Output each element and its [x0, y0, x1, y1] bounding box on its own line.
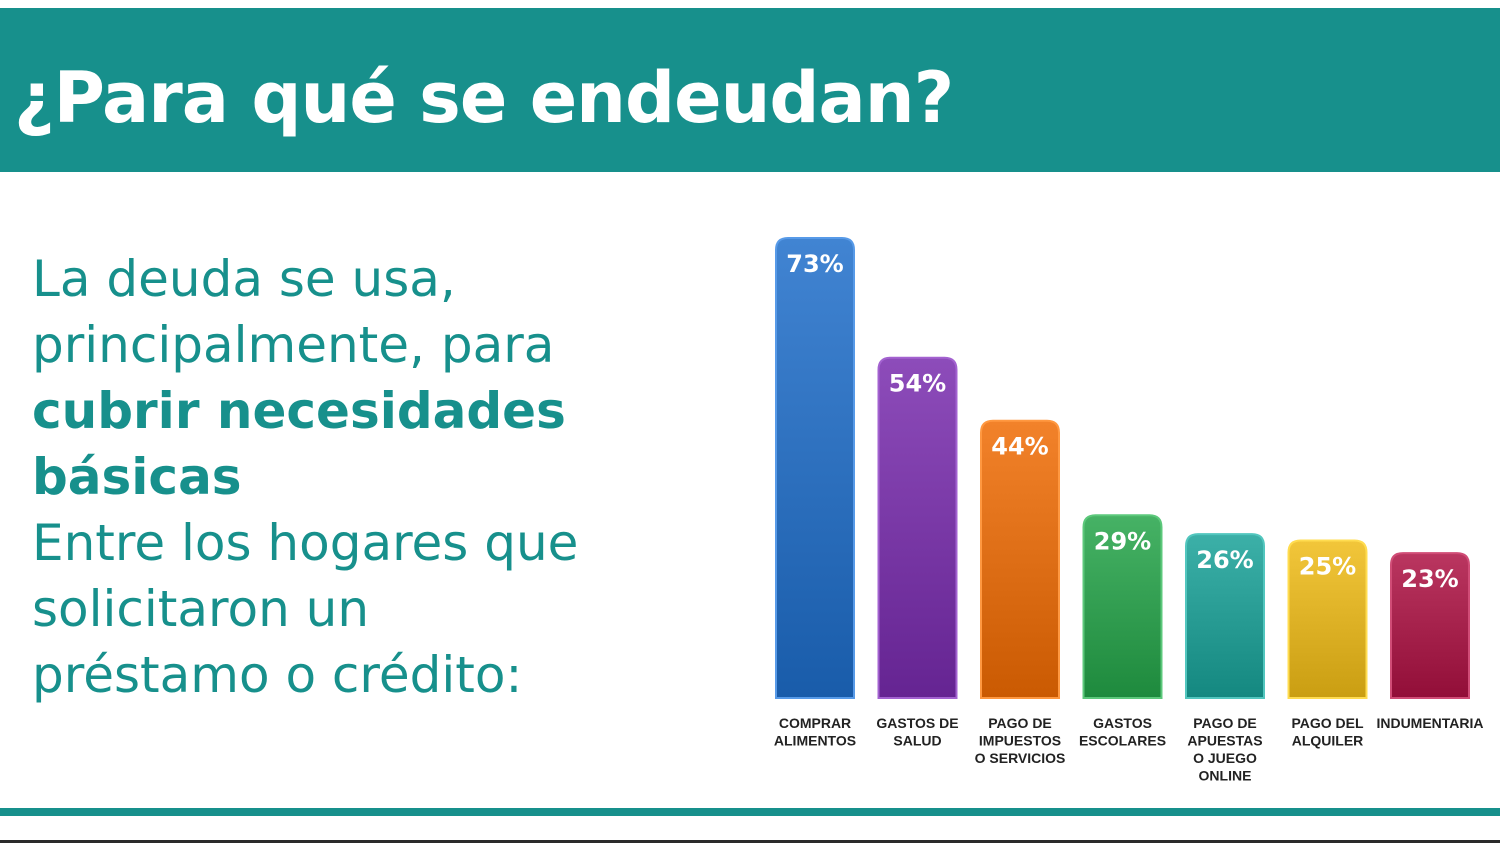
bar-6 — [1287, 539, 1368, 699]
summary-line-6: solicitaron un — [32, 580, 370, 638]
bar-4 — [1082, 514, 1163, 699]
category-label-3-line-1: PAGO DE — [988, 715, 1052, 731]
category-label-6-line-2: ALQUILER — [1292, 733, 1364, 749]
bar-chart: 73% 54% 44% 29% 26% 25% 23% COMPRAR ALIMENTOS GA… — [774, 237, 1484, 784]
category-label-3-line-3: O SERVICIOS — [975, 750, 1066, 766]
bar-value-label-1: 73% — [786, 250, 843, 278]
bar-value-label-3: 44% — [991, 433, 1048, 461]
bar-value-label-6: 25% — [1299, 552, 1356, 580]
category-label-1-line-2: ALIMENTOS — [774, 733, 856, 749]
summary-line-5: Entre los hogares que — [32, 514, 579, 572]
category-label-5-line-2: APUESTAS — [1187, 733, 1262, 749]
summary-line-2: principalmente, para — [32, 316, 555, 374]
category-label-5-line-3: O JUEGO — [1193, 750, 1257, 766]
category-label-4-line-1: GASTOS — [1093, 715, 1152, 731]
category-label-2-line-1: GASTOS DE — [876, 715, 958, 731]
category-label-5-line-1: PAGO DE — [1193, 715, 1257, 731]
header-banner: ¿Para qué se endeudan? — [0, 8, 1500, 172]
summary-line-4: básicas — [32, 448, 242, 506]
category-label-7-line-1: INDUMENTARIA — [1376, 715, 1483, 731]
bar-3 — [980, 419, 1060, 699]
category-label-3-line-2: IMPUESTOS — [979, 733, 1061, 749]
summary-line-3: cubrir necesidades — [32, 382, 566, 440]
category-label-2-line-2: SALUD — [893, 733, 941, 749]
bottom-edge-line — [0, 840, 1500, 843]
category-label-5-line-4: ONLINE — [1199, 768, 1252, 784]
category-labels-layer: COMPRAR ALIMENTOS GASTOS DE SALUD PAGO DE IMP… — [774, 715, 1484, 784]
bar-value-label-4: 29% — [1094, 527, 1151, 555]
bar-7 — [1390, 552, 1470, 699]
summary-text: La deuda se usa, principalmente, para cu… — [32, 246, 692, 708]
top-strip — [0, 0, 1500, 8]
bar-value-label-7: 23% — [1401, 565, 1458, 593]
summary-line-7: préstamo o crédito: — [32, 646, 523, 704]
bars-layer: 73% 54% 44% 29% 26% 25% 23% — [775, 237, 1470, 699]
category-label-1-line-1: COMPRAR — [779, 715, 851, 731]
page-title: ¿Para qué se endeudan? — [14, 57, 954, 139]
bar-value-label-5: 26% — [1196, 546, 1253, 574]
category-label-4-line-2: ESCOLARES — [1079, 733, 1166, 749]
bar-value-label-2: 54% — [889, 370, 946, 398]
category-label-6-line-1: PAGO DEL — [1291, 715, 1364, 731]
bar-2 — [877, 356, 958, 699]
bar-5 — [1185, 533, 1265, 699]
summary-line-1: La deuda se usa, — [32, 250, 456, 308]
bottom-rule — [0, 808, 1500, 816]
bar-1 — [775, 237, 855, 699]
